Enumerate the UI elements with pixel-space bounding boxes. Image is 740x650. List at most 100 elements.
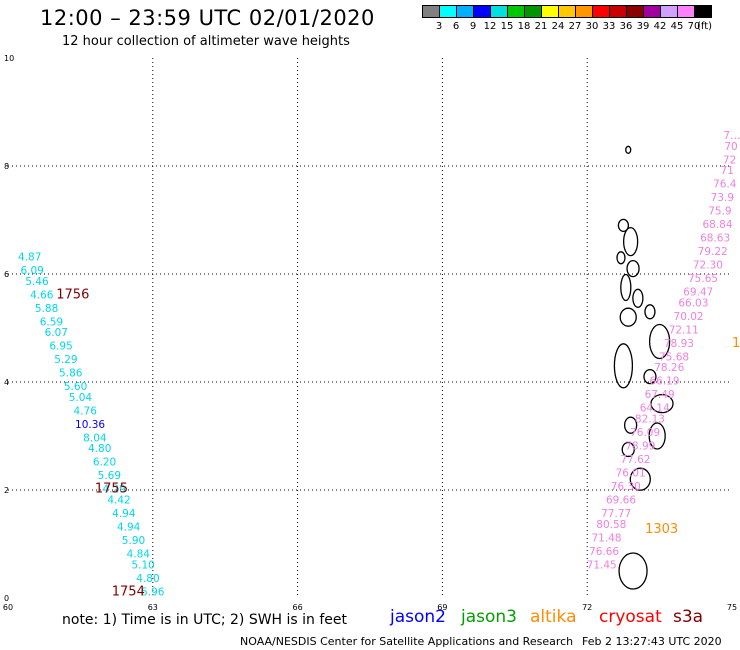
credit-line: NOAA/NESDIS Center for Satellite Applica… [240,635,574,648]
wave-height-label: 5.60 [64,381,87,393]
wave-height-label: 76.30 [611,481,641,493]
wave-height-label: 69.66 [606,495,636,507]
wave-height-label: 77.77 [601,508,631,520]
wave-height-label: 4.80 [88,443,111,455]
longitude-tick-label: 75 [727,603,737,612]
wave-height-label: 75.9 [708,206,731,218]
island-outline [621,441,635,458]
color-scale-label: 12 [483,21,497,32]
latitude-tick-label: 0 [4,594,9,603]
wave-height-label: 5.86 [59,368,83,380]
page-subtitle: 12 hour collection of altimeter wave hei… [62,34,350,49]
wave-height-label: 4.29 [102,484,125,496]
wave-height-label: 76.4 [713,179,737,191]
wave-height-label: 5.04 [69,392,93,404]
wave-height-label: 80.58 [596,519,626,531]
wave-height-label: 66.03 [678,297,708,309]
pass-time-label: 1756 [56,287,89,302]
latitude-tick-label: 10 [4,54,14,63]
wave-height-label: 5.69 [98,470,121,482]
island-outline [618,552,648,590]
latitude-tick-label: 4 [4,378,9,387]
generated-timestamp: Feb 2 13:27:43 UTC 2020 [582,635,722,648]
color-scale-label: 9 [469,21,477,32]
wave-height-label: 4.42 [107,495,130,507]
satellite-jason3: jason3 [461,607,517,627]
wave-height-label: 67.49 [645,389,675,401]
color-scale-label: 39 [636,21,650,32]
wave-height-label: 4.94 [117,522,141,534]
wave-height-label: 71 [720,165,733,177]
color-scale [422,5,712,18]
wave-height-label: 76.09 [630,427,660,439]
wave-height-label: 68.84 [702,219,732,231]
wave-height-label: 77.62 [620,454,650,466]
island-outline [616,251,626,265]
island-outline [623,416,638,434]
satellite-jason2: jason2 [390,607,446,627]
wave-height-label: 6.20 [93,457,116,469]
satellite-cryosat: cryosat [599,607,662,627]
color-scale-label: 36 [619,21,633,32]
wave-height-label: 4.76 [74,405,98,417]
island-outline [643,368,657,385]
wave-height-label: 70.02 [674,311,704,323]
wave-height-label: 70 [724,141,737,153]
wave-height-label: 76.01 [616,468,646,480]
color-scale-label: 21 [534,21,548,32]
island-outline [626,259,640,278]
color-scale-label: 42 [653,21,667,32]
color-scale-unit: (ft) [697,21,713,32]
color-scale-label: 15 [500,21,514,32]
wave-height-label: 79.22 [698,246,728,258]
wave-height-label: 6.07 [45,327,68,339]
wave-height-label: 10.36 [75,419,105,431]
wave-height-label: 8.04 [83,432,107,444]
latitude-tick-label: 6 [4,270,9,279]
wave-height-label: 5.10 [131,559,154,571]
wave-height-label: 5.90 [122,535,145,547]
wave-height-label: 64.14 [640,403,670,415]
island-outline [648,422,666,450]
wave-height-label: 7… [723,130,740,142]
latitude-tick-label: 8 [4,162,9,171]
wave-height-label: 69.47 [683,287,713,299]
color-scale-label: 70 [687,21,701,32]
color-scale-label: 30 [585,21,599,32]
color-swatch [694,5,712,18]
satellite-s3a: s3a [673,607,704,627]
color-scale-labels: 3 6 9 12 15 18 21 24 27 30 33 36 39 42 45 70 [422,21,740,35]
wave-height-label: 5.46 [25,276,49,288]
color-scale-label: 33 [602,21,616,32]
island-outline [629,467,651,491]
pass-time-label: 1755 [95,482,128,497]
wave-height-label: 71.45 [587,559,617,571]
wave-height-label: 66.19 [649,376,679,388]
wave-height-label: 78.93 [664,338,694,350]
wave-height-label: 71.48 [591,532,621,544]
wave-height-label: 78.26 [654,362,684,374]
wave-height-label: 75.68 [659,351,689,363]
wave-height-label: 5.88 [35,303,58,315]
satellite-altika: altika [530,607,577,627]
color-scale-label: 45 [670,21,684,32]
wave-height-label: 72 [723,154,736,166]
color-scale-label: 6 [452,21,460,32]
island-outline [625,145,632,154]
wave-height-label: 4.87 [18,252,41,264]
wave-height-label: 4.80 [136,573,159,585]
island-outline [648,323,671,360]
island-outline [620,273,632,302]
longitude-tick-label: 60 [3,603,13,612]
wave-height-label: 68.63 [700,233,730,245]
island-outline [650,393,674,414]
wave-height-label: 72.30 [693,260,723,272]
wave-height-label: 73.9 [711,192,734,204]
longitude-tick-label: 69 [437,603,447,612]
pass-time-label: 1303 [645,522,678,537]
page-title: 12:00 – 23:59 UTC 02/01/2020 [40,6,375,30]
pass-time-label: 1754 [112,584,145,599]
island-outline [619,307,637,327]
wave-height-label: 82.13 [635,414,665,426]
